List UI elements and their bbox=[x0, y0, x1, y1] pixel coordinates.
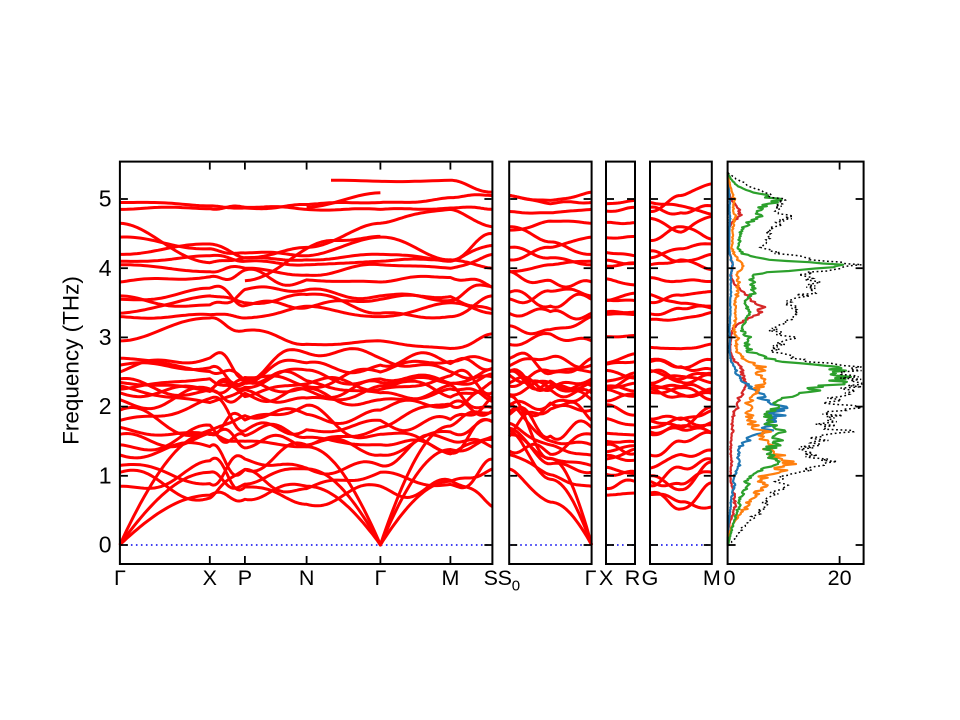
svg-text:R: R bbox=[625, 566, 641, 590]
svg-text:Γ: Γ bbox=[114, 566, 126, 590]
svg-text:N: N bbox=[299, 566, 315, 590]
svg-text:G: G bbox=[642, 566, 659, 590]
svg-text:X: X bbox=[599, 566, 613, 590]
svg-text:3: 3 bbox=[99, 324, 112, 350]
svg-text:0: 0 bbox=[512, 578, 520, 595]
svg-text:S: S bbox=[498, 566, 512, 590]
svg-text:Γ: Γ bbox=[374, 566, 386, 590]
svg-text:P: P bbox=[238, 566, 252, 590]
svg-text:1: 1 bbox=[99, 462, 112, 488]
svg-text:0: 0 bbox=[724, 566, 736, 590]
svg-text:20: 20 bbox=[828, 566, 852, 590]
svg-text:2: 2 bbox=[99, 393, 112, 419]
svg-text:M: M bbox=[703, 566, 721, 590]
svg-text:0: 0 bbox=[99, 532, 112, 558]
svg-text:Γ: Γ bbox=[585, 566, 597, 590]
svg-text:5: 5 bbox=[99, 186, 112, 212]
svg-text:X: X bbox=[203, 566, 217, 590]
svg-text:S: S bbox=[484, 566, 498, 590]
svg-text:Frequency (THz): Frequency (THz) bbox=[59, 276, 84, 445]
svg-text:M: M bbox=[441, 566, 459, 590]
svg-text:4: 4 bbox=[99, 255, 112, 281]
